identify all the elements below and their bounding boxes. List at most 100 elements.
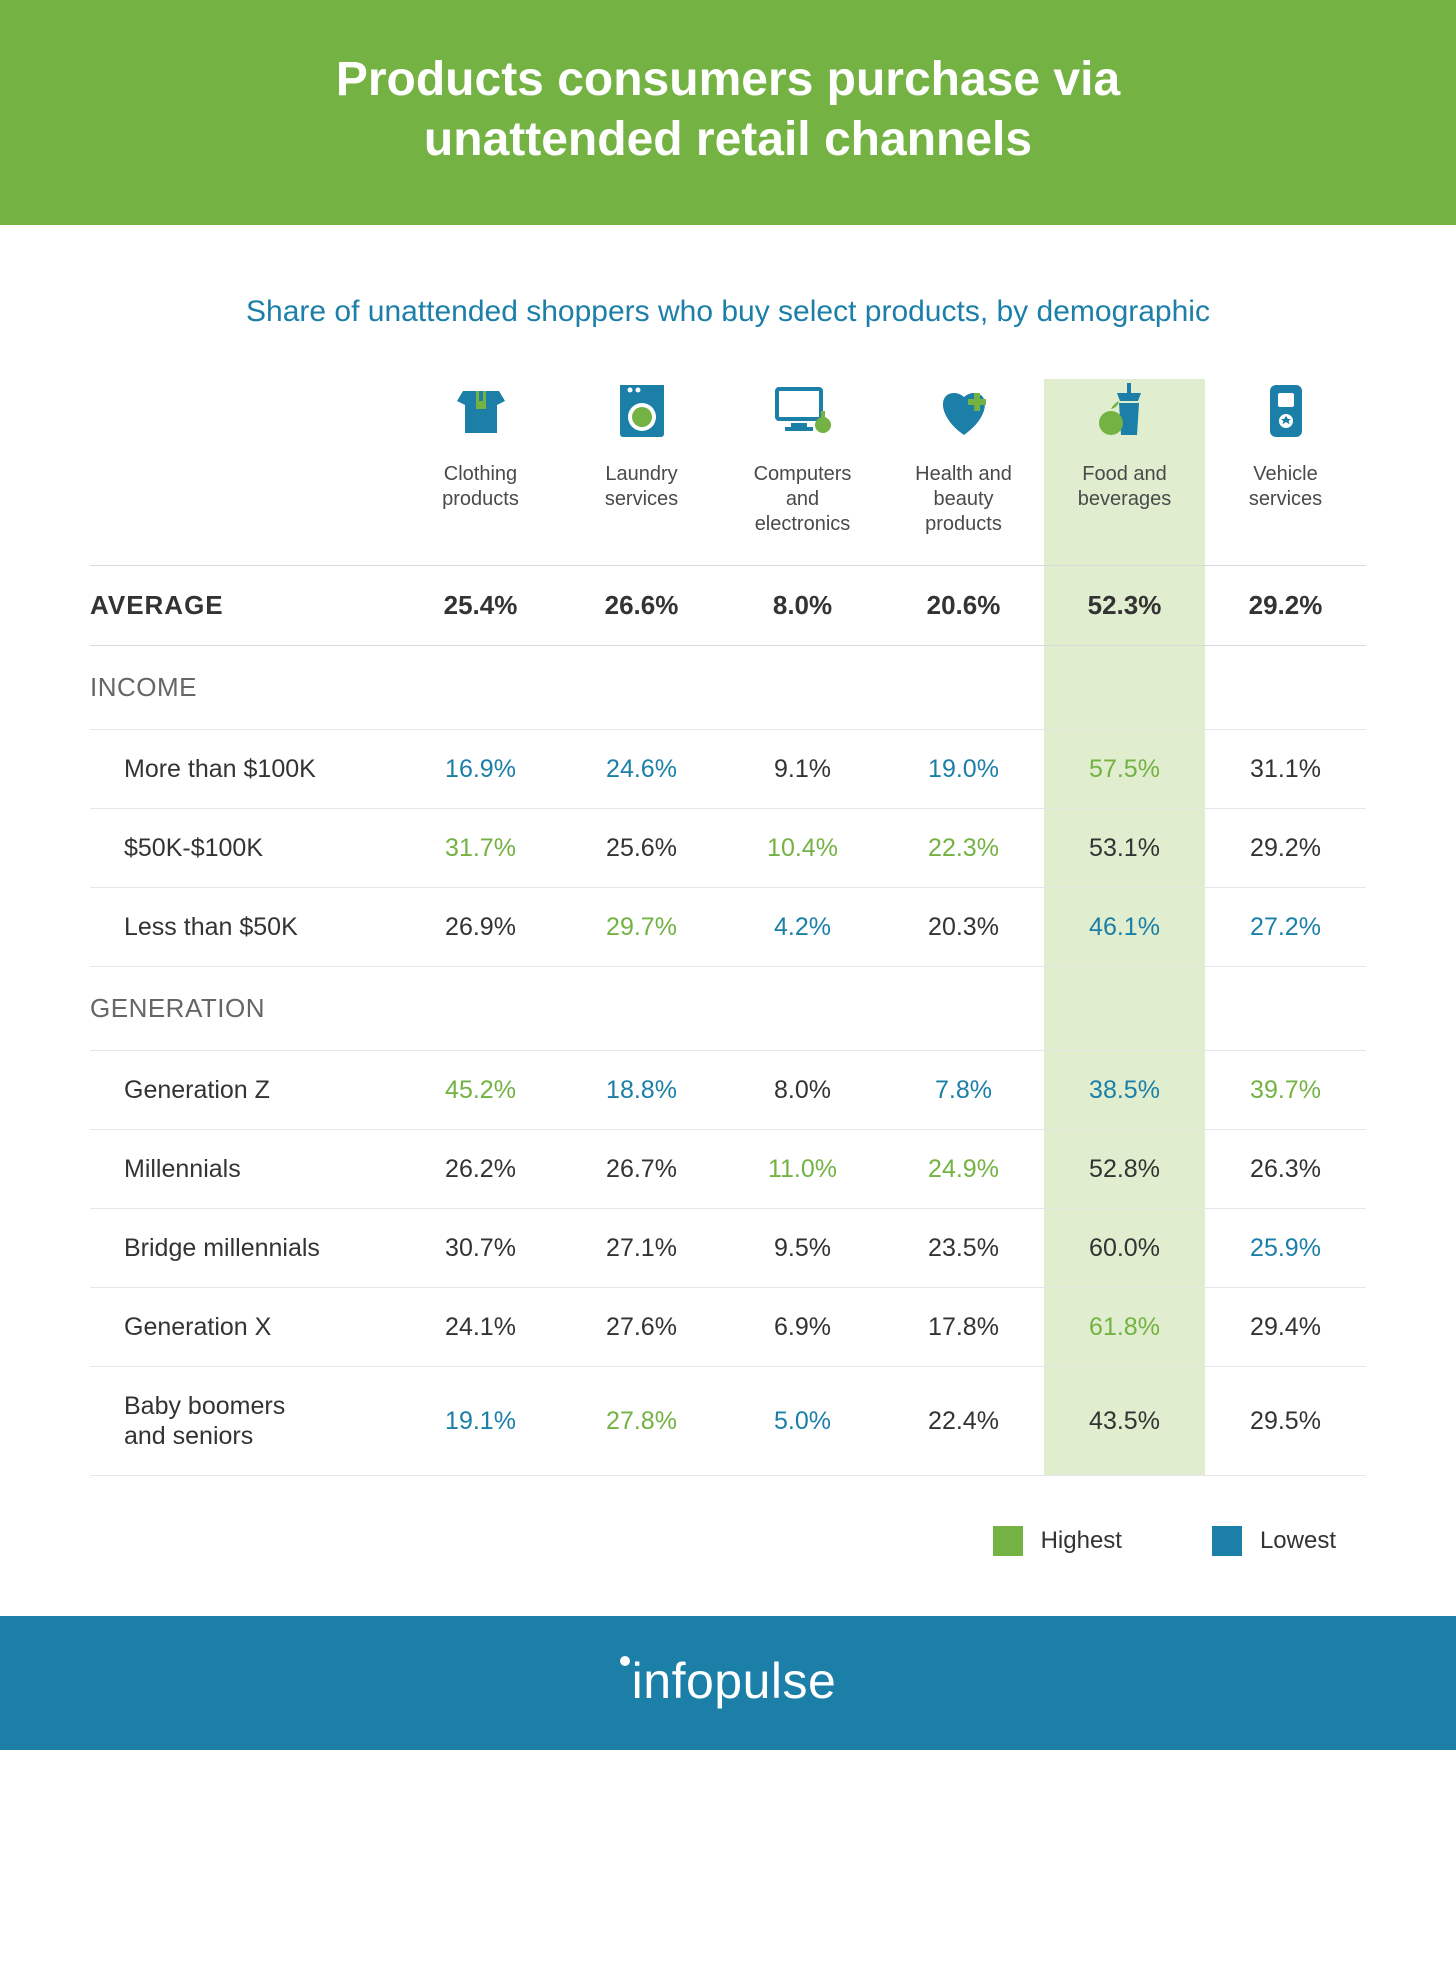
table-row: Bridge millennials30.7%27.1%9.5%23.5%60.… xyxy=(90,1209,1366,1288)
legend-swatch-highest xyxy=(993,1526,1023,1556)
section-spacer xyxy=(1205,967,1366,1051)
data-table: ClothingproductsLaundryservicesComputers… xyxy=(90,379,1366,1476)
table-cell: 31.7% xyxy=(400,809,561,888)
table-cell: 45.2% xyxy=(400,1051,561,1130)
icon-row xyxy=(90,379,1366,462)
legend: Highest Lowest xyxy=(90,1476,1366,1576)
table-cell: 17.8% xyxy=(883,1288,1044,1367)
table-cell: 38.5% xyxy=(1044,1051,1205,1130)
row-label: Millennials xyxy=(90,1130,400,1209)
legend-highest: Highest xyxy=(993,1526,1122,1556)
row-label: $50K-$100K xyxy=(90,809,400,888)
table-cell: 24.1% xyxy=(400,1288,561,1367)
table-cell: 11.0% xyxy=(722,1130,883,1209)
table-cell: 30.7% xyxy=(400,1209,561,1288)
section-header-row: INCOME xyxy=(90,646,1366,730)
footer-banner: infopulse xyxy=(0,1616,1456,1750)
row-label: More than $100K xyxy=(90,730,400,809)
table-row: $50K-$100K31.7%25.6%10.4%22.3%53.1%29.2% xyxy=(90,809,1366,888)
section-spacer xyxy=(722,967,883,1051)
table-cell: 19.1% xyxy=(400,1367,561,1476)
table-row: More than $100K16.9%24.6%9.1%19.0%57.5%3… xyxy=(90,730,1366,809)
table-row: Millennials26.2%26.7%11.0%24.9%52.8%26.3… xyxy=(90,1130,1366,1209)
table-cell: 10.4% xyxy=(722,809,883,888)
column-icon-vehicle xyxy=(1205,379,1366,462)
table-row: Generation Z45.2%18.8%8.0%7.8%38.5%39.7% xyxy=(90,1051,1366,1130)
table-cell: 26.7% xyxy=(561,1130,722,1209)
table-cell: 27.8% xyxy=(561,1367,722,1476)
row-label: Generation X xyxy=(90,1288,400,1367)
table-cell: 29.2% xyxy=(1205,809,1366,888)
section-label: GENERATION xyxy=(90,967,400,1051)
table-cell: 29.4% xyxy=(1205,1288,1366,1367)
column-label: Laundryservices xyxy=(561,462,722,566)
column-label: Clothingproducts xyxy=(400,462,561,566)
legend-swatch-lowest xyxy=(1212,1526,1242,1556)
column-icon-health xyxy=(883,379,1044,462)
legend-lowest: Lowest xyxy=(1212,1526,1336,1556)
section-spacer xyxy=(561,646,722,730)
table-cell: 27.1% xyxy=(561,1209,722,1288)
table-cell: 20.3% xyxy=(883,888,1044,967)
average-label: AVERAGE xyxy=(90,566,400,646)
table-cell: 24.9% xyxy=(883,1130,1044,1209)
column-icon-food xyxy=(1044,379,1205,462)
table-cell: 46.1% xyxy=(1044,888,1205,967)
average-cell: 20.6% xyxy=(883,566,1044,646)
table-cell: 31.1% xyxy=(1205,730,1366,809)
vehicle-icon xyxy=(1254,430,1318,447)
clothing-icon xyxy=(449,430,513,447)
column-label: Vehicleservices xyxy=(1205,462,1366,566)
table-cell: 26.2% xyxy=(400,1130,561,1209)
legend-label-highest: Highest xyxy=(1041,1527,1122,1555)
title-line-2: unattended retail channels xyxy=(424,113,1032,166)
table-cell: 25.6% xyxy=(561,809,722,888)
table-cell: 29.7% xyxy=(561,888,722,967)
table-cell: 27.2% xyxy=(1205,888,1366,967)
table-cell: 26.9% xyxy=(400,888,561,967)
row-label: Generation Z xyxy=(90,1051,400,1130)
average-cell: 25.4% xyxy=(400,566,561,646)
section-spacer xyxy=(400,967,561,1051)
section-spacer xyxy=(1205,646,1366,730)
table-cell: 43.5% xyxy=(1044,1367,1205,1476)
average-cell: 26.6% xyxy=(561,566,722,646)
table-cell: 4.2% xyxy=(722,888,883,967)
table-cell: 23.5% xyxy=(883,1209,1044,1288)
table-cell: 8.0% xyxy=(722,1051,883,1130)
table-row: Generation X24.1%27.6%6.9%17.8%61.8%29.4… xyxy=(90,1288,1366,1367)
table-cell: 61.8% xyxy=(1044,1288,1205,1367)
table-cell: 22.4% xyxy=(883,1367,1044,1476)
column-icon-clothing xyxy=(400,379,561,462)
section-spacer xyxy=(883,967,1044,1051)
section-spacer xyxy=(1044,967,1205,1051)
average-cell: 8.0% xyxy=(722,566,883,646)
title-banner: Products consumers purchase via unattend… xyxy=(0,0,1456,225)
average-cell: 29.2% xyxy=(1205,566,1366,646)
table-cell: 7.8% xyxy=(883,1051,1044,1130)
content-area: Share of unattended shoppers who buy sel… xyxy=(0,225,1456,1616)
table-cell: 26.3% xyxy=(1205,1130,1366,1209)
section-spacer xyxy=(1044,646,1205,730)
table-row: Baby boomersand seniors19.1%27.8%5.0%22.… xyxy=(90,1367,1366,1476)
column-icon-computers xyxy=(722,379,883,462)
table-cell: 5.0% xyxy=(722,1367,883,1476)
table-cell: 52.8% xyxy=(1044,1130,1205,1209)
section-spacer xyxy=(722,646,883,730)
subtitle: Share of unattended shoppers who buy sel… xyxy=(90,295,1366,329)
row-label: Less than $50K xyxy=(90,888,400,967)
row-label: Baby boomersand seniors xyxy=(90,1367,400,1476)
table-cell: 24.6% xyxy=(561,730,722,809)
section-spacer xyxy=(561,967,722,1051)
table-cell: 39.7% xyxy=(1205,1051,1366,1130)
legend-label-lowest: Lowest xyxy=(1260,1527,1336,1555)
section-spacer xyxy=(883,646,1044,730)
section-spacer xyxy=(400,646,561,730)
laundry-icon xyxy=(610,430,674,447)
health-icon xyxy=(932,430,996,447)
brand-name: infopulse xyxy=(632,1653,837,1709)
section-label: INCOME xyxy=(90,646,400,730)
table-cell: 22.3% xyxy=(883,809,1044,888)
column-icon-laundry xyxy=(561,379,722,462)
table-cell: 60.0% xyxy=(1044,1209,1205,1288)
